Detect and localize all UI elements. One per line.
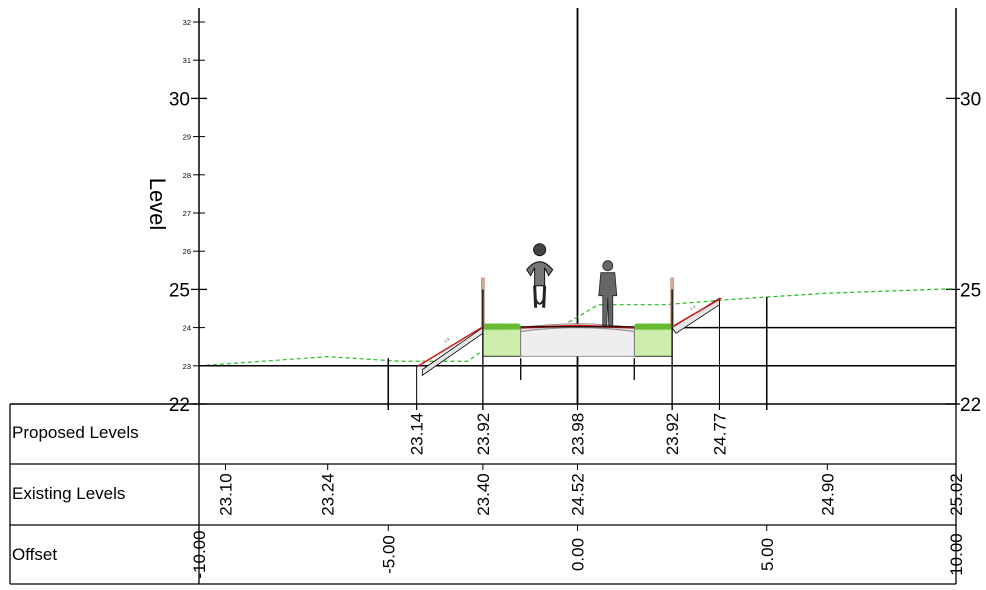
rider-legs [533, 285, 547, 308]
right-tick-label: 25 [960, 280, 981, 301]
slope-annotation: 1:3 [689, 304, 697, 312]
proposed-level-value: 23.92 [663, 413, 682, 456]
level-tick-label: 26 [183, 247, 191, 256]
existing-level-value: 23.10 [216, 473, 235, 516]
level-tick-label: 27 [183, 209, 191, 218]
offset-value: -5.00 [379, 535, 398, 574]
offset-value: 5.00 [758, 538, 777, 571]
level-tick-label: 25 [169, 280, 190, 301]
level-tick-label: 22 [169, 395, 190, 416]
proposed-level-value: 23.14 [408, 413, 427, 456]
right-slope-surface [671, 297, 722, 328]
existing-ground-line [198, 288, 957, 367]
verge-planting-box [633, 327, 673, 357]
right-tick-label: 30 [960, 89, 981, 110]
proposed-level-value: 23.92 [474, 413, 493, 456]
level-tick-label: 24 [183, 324, 191, 333]
existing-level-value: 24.90 [818, 473, 837, 516]
grass-tuft [514, 323, 521, 330]
level-tick-label: 32 [183, 18, 191, 27]
pedestrian-head [602, 260, 614, 272]
existing-level-value: 24.52 [569, 473, 588, 516]
level-axis-title: Level [145, 178, 170, 231]
existing-level-value: 23.24 [319, 473, 338, 516]
proposed-level-value: 24.77 [710, 413, 729, 456]
level-tick-label: 28 [183, 171, 191, 180]
path-base-layer [520, 326, 635, 333]
proposed-levels-label: Proposed Levels [12, 423, 139, 442]
slope-annotation: 1:3 [443, 336, 451, 344]
right-tick-label: 22 [960, 395, 981, 416]
rider-body [526, 261, 554, 287]
left-embankment [421, 326, 484, 377]
existing-level-value: 25.02 [947, 473, 966, 516]
path-subbase [520, 323, 635, 357]
cyclist-figure [526, 243, 554, 308]
pedestrian-figure [598, 260, 618, 327]
level-tick-label: 31 [183, 56, 191, 65]
existing-levels-label: Existing Levels [12, 484, 126, 503]
pedestrian-body [598, 272, 618, 327]
existing-level-value: 23.40 [474, 473, 493, 516]
offset-label: Offset [12, 545, 58, 564]
level-tick-label: 23 [183, 362, 191, 371]
level-tick-label: 29 [183, 133, 191, 142]
offset-value: 0.00 [569, 538, 588, 571]
rider-head [533, 243, 547, 257]
level-tick-label: 30 [169, 89, 190, 110]
verge-planting-box [482, 327, 522, 357]
left-slope-surface [418, 326, 484, 367]
offset-value: 10.00 [947, 533, 966, 576]
proposed-level-value: 23.98 [569, 413, 588, 456]
offset-value: -10.00 [190, 530, 209, 578]
